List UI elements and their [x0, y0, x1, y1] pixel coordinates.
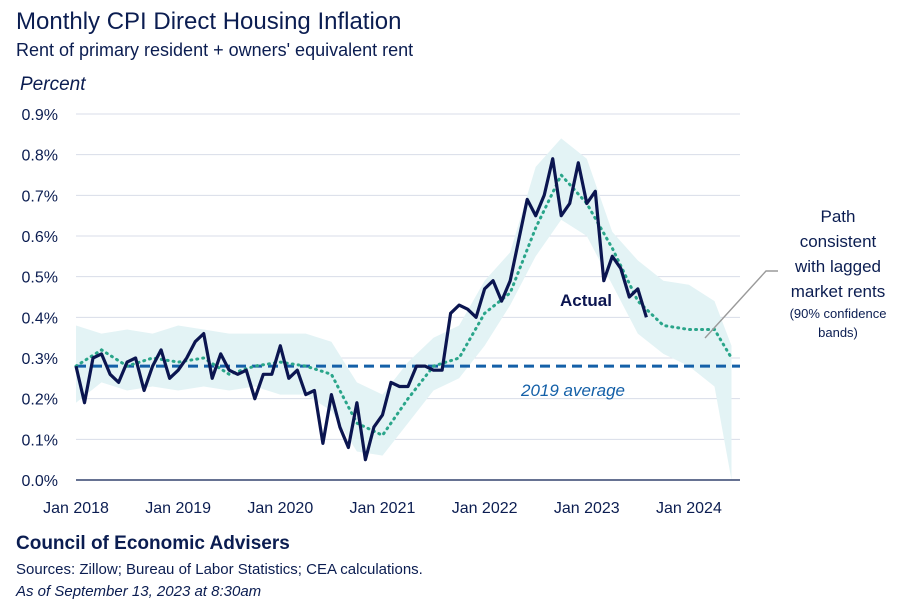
x-tick-label: Jan 2024: [656, 500, 722, 517]
path-annotation-line: with lagged: [794, 257, 881, 276]
y-tick-label: 0.1%: [22, 432, 58, 449]
x-tick-label: Jan 2018: [43, 500, 109, 517]
footer-date: As of September 13, 2023 at 8:30am: [16, 583, 262, 600]
path-annotation-line: consistent: [800, 232, 877, 251]
y-tick-label: 0.6%: [22, 229, 58, 246]
band-annotation-line: bands): [818, 325, 858, 340]
chart-subtitle: Rent of primary resident + owners' equiv…: [16, 40, 414, 60]
x-tick-label: Jan 2019: [145, 500, 211, 517]
y-tick-label: 0.8%: [22, 148, 58, 165]
x-tick-label: Jan 2023: [554, 500, 620, 517]
footer-organization: Council of Economic Advisers: [16, 533, 290, 554]
confidence-band: [76, 138, 732, 480]
y-tick-label: 0.5%: [22, 270, 58, 287]
annotation-leader-line: [704, 270, 778, 339]
y-tick-label: 0.7%: [22, 188, 58, 205]
y-tick-label: 0.2%: [22, 392, 58, 409]
y-tick-label: 0.0%: [22, 473, 58, 490]
series-line-actual: [74, 157, 648, 462]
actual-label: Actual: [560, 291, 612, 310]
path-annotation-line: Path: [821, 207, 856, 226]
path-annotation-line: market rents: [791, 282, 885, 301]
y-axis-label: Percent: [20, 74, 86, 95]
y-tick-label: 0.4%: [22, 310, 58, 327]
y-tick-label: 0.3%: [22, 351, 58, 368]
footer-sources: Sources: Zillow; Bureau of Labor Statist…: [16, 561, 423, 578]
y-tick-label: 0.9%: [22, 107, 58, 124]
x-tick-label: Jan 2021: [350, 500, 416, 517]
reference-line-label: 2019 average: [520, 381, 625, 400]
chart-title: Monthly CPI Direct Housing Inflation: [16, 8, 402, 35]
x-tick-label: Jan 2020: [247, 500, 313, 517]
band-annotation-line: (90% confidence: [790, 306, 887, 321]
x-tick-label: Jan 2022: [452, 500, 518, 517]
